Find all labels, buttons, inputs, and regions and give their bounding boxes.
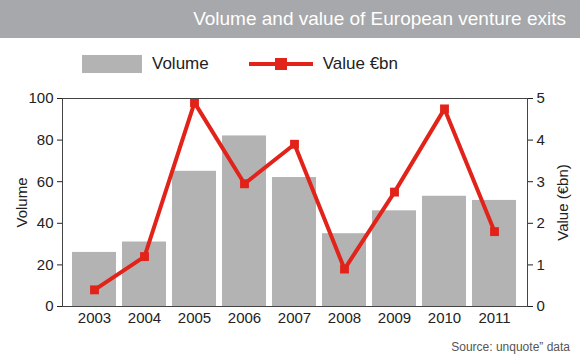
svg-text:0: 0 <box>45 297 53 314</box>
svg-text:2005: 2005 <box>178 309 211 326</box>
svg-text:2010: 2010 <box>428 309 461 326</box>
svg-text:0: 0 <box>537 297 545 314</box>
svg-text:1: 1 <box>537 256 545 273</box>
svg-text:2007: 2007 <box>278 309 311 326</box>
svg-text:60: 60 <box>37 173 54 190</box>
svg-text:Value (€bn): Value (€bn) <box>554 164 571 240</box>
svg-text:40: 40 <box>37 214 54 231</box>
svg-text:20: 20 <box>37 256 54 273</box>
svg-text:2011: 2011 <box>478 309 510 326</box>
svg-text:2006: 2006 <box>228 309 261 326</box>
svg-text:4: 4 <box>537 131 545 148</box>
svg-text:100: 100 <box>28 90 53 106</box>
svg-text:5: 5 <box>537 90 545 106</box>
svg-text:2003: 2003 <box>78 309 111 326</box>
svg-text:80: 80 <box>37 131 54 148</box>
svg-text:3: 3 <box>537 173 545 190</box>
html-text:Source: unquote” data: Source: unquote” data <box>451 340 570 354</box>
html-text:Volume: Volume <box>152 54 209 73</box>
svg-text:2008: 2008 <box>328 309 361 326</box>
svg-text:2004: 2004 <box>128 309 161 326</box>
html-text:Volume and value of European v: Volume and value of European venture exi… <box>193 8 566 29</box>
svg-text:Volume: Volume <box>13 177 30 227</box>
svg-text:2009: 2009 <box>378 309 411 326</box>
svg-text:2: 2 <box>537 214 545 231</box>
html-text:Value €bn: Value €bn <box>322 54 398 73</box>
